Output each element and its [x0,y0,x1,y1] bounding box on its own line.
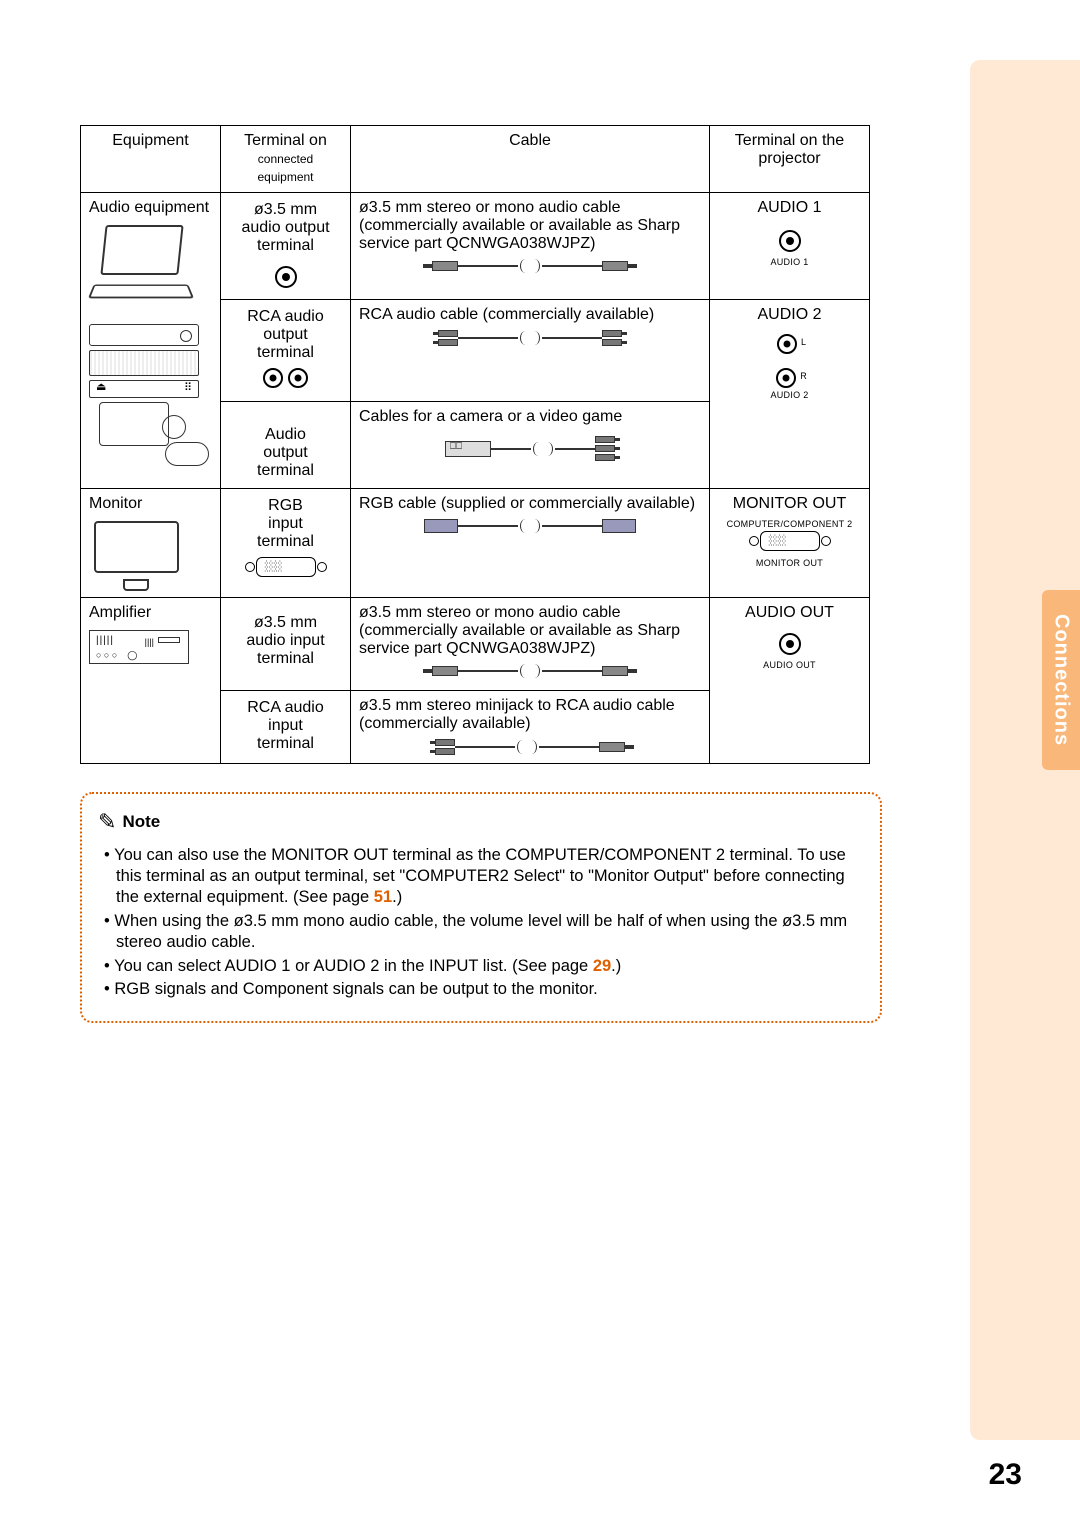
cell-terminal-audio-out: Audio output terminal [221,402,351,489]
cable-multi-icon [359,436,701,461]
audio-out-jack-icon [779,633,801,655]
note-item-4: RGB signals and Component signals can be… [104,979,864,1000]
cell-cable-rgb: RGB cable (supplied or commercially avai… [351,489,710,598]
page-number: 23 [989,1458,1022,1492]
cell-terminal-rgb-in: RGB input terminal ∴∴∴∴∴∴∴∴∴∴∴∴ [221,489,351,598]
note-item-1: You can also use the MONITOR OUT termina… [104,845,864,909]
jack-35mm-icon [275,266,297,288]
laptop-icon [89,225,199,300]
monitor-out-port-icon: ∴∴∴∴∴∴∴∴∴∴∴∴ [760,531,820,556]
amplifier-icon: |||| [89,630,189,664]
vcr-icon [89,350,199,376]
row-audio-1: Audio equipment ø3.5 mm audio output ter… [81,193,870,300]
camcorder-icon [99,402,169,446]
audio2-l-jack-icon [777,334,797,354]
cell-audio-equipment: Audio equipment [81,193,221,489]
page-ref-29[interactable]: 29 [593,957,611,975]
connections-table: Equipment Terminal on connected equipmen… [80,125,870,764]
header-equipment: Equipment [81,126,221,193]
note-title: Note [122,811,160,833]
cell-proj-monitor-out: MONITOR OUT COMPUTER/COMPONENT 2 ∴∴∴∴∴∴∴… [710,489,870,598]
cell-cable-rca: RCA audio cable (commercially available) [351,300,710,402]
header-cable: Cable [351,126,710,193]
game-controller-icon [165,442,209,466]
cell-terminal-rca-in: RCA audio input terminal [221,691,351,764]
cell-amplifier: Amplifier |||| [81,598,221,764]
cell-proj-audio-out: AUDIO OUT AUDIO OUT [710,598,870,764]
section-tab-label: Connections [1050,614,1073,746]
note-box: ✎ Note You can also use the MONITOR OUT … [80,792,882,1023]
cell-terminal-35mm-in: ø3.5 mm audio input terminal [221,598,351,691]
cell-proj-audio2: AUDIO 2 L R AUDIO 2 [710,300,870,489]
cell-cable-camera-game: Cables for a camera or a video game [351,402,710,489]
note-item-3: You can select AUDIO 1 or AUDIO 2 in the… [104,956,864,977]
cable-rca-icon [359,330,701,346]
page-content: Equipment Terminal on connected equipmen… [80,125,870,1023]
page-ref-51[interactable]: 51 [374,888,392,906]
note-item-2: When using the ø3.5 mm mono audio cable,… [104,911,864,954]
disc-player-icon [89,380,199,398]
note-list: You can also use the MONITOR OUT termina… [98,845,864,1001]
cable-rgb-icon [359,517,701,535]
cell-proj-audio1: AUDIO 1 AUDIO 1 [710,193,870,300]
monitor-icon [89,521,184,591]
vga-port-icon: ∴∴∴∴∴∴∴∴∴∴∴∴ [256,557,316,582]
cell-terminal-35mm-out: ø3.5 mm audio output terminal [221,193,351,300]
cable-35mm-icon [359,257,701,275]
cell-monitor: Monitor [81,489,221,598]
note-icon: ✎ [98,808,116,837]
audio1-jack-icon [779,230,801,252]
header-terminal-equipment: Terminal on connected equipment [221,126,351,193]
cell-terminal-rca-out: RCA audio output terminal [221,300,351,402]
row-amp-1: Amplifier |||| ø3.5 mm audio input termi… [81,598,870,691]
rca-pair-icon [263,368,307,393]
table-header-row: Equipment Terminal on connected equipmen… [81,126,870,193]
cable-minijack-rca-icon [359,739,701,755]
header-terminal-projector: Terminal on the projector [710,126,870,193]
dvd-player-icon [89,324,199,346]
cable-35mm-icon-2 [359,662,701,680]
row-monitor: Monitor RGB input terminal ∴∴∴∴∴∴∴∴∴∴∴∴ … [81,489,870,598]
note-header: ✎ Note [98,808,864,837]
cell-cable-35mm: ø3.5 mm stereo or mono audio cable (comm… [351,193,710,300]
cell-cable-amp-35mm: ø3.5 mm stereo or mono audio cable (comm… [351,598,710,691]
audio2-r-jack-icon [776,368,796,388]
cell-cable-minijack-rca: ø3.5 mm stereo minijack to RCA audio cab… [351,691,710,764]
section-tab: Connections [1042,590,1080,770]
